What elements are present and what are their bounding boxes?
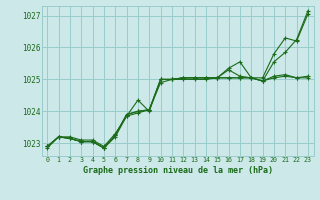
X-axis label: Graphe pression niveau de la mer (hPa): Graphe pression niveau de la mer (hPa) (83, 166, 273, 175)
